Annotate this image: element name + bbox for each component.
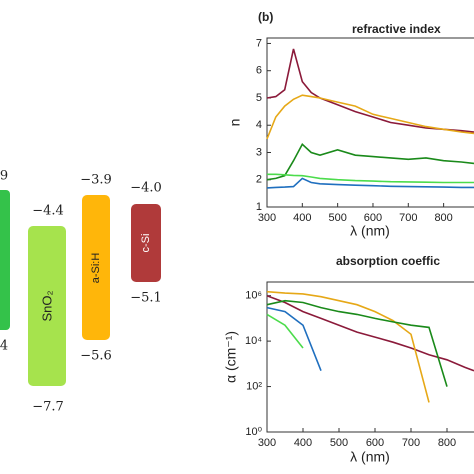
x-axis-label: λ (nm) [350,223,390,239]
band-bar [82,195,110,340]
plot-frame [266,281,474,433]
band-top: −4.4 [32,204,64,219]
y-axis-label: α (cm⁻¹) [223,331,239,383]
x-tick-label: 700 [402,437,420,449]
band-label: SnO₂ [39,290,54,321]
band-bar [0,190,10,330]
x-tick-label: 700 [399,212,417,224]
y-tick-label: 10⁴ [245,335,262,347]
y-tick-label: 10⁰ [245,426,262,438]
band-bottom: −5.6 [80,349,112,364]
band-bottom: −5.1 [130,291,162,306]
y-tick-label: 7 [256,37,262,49]
band-bar [131,204,161,282]
y-tick-label: 2 [256,174,262,186]
data-line [266,294,474,372]
panel-label: (b) [258,10,273,24]
band-bottom: −7.7 [32,400,64,415]
x-tick-label: 300 [258,437,276,449]
x-tick-label: 300 [258,212,276,224]
x-tick-label: 400 [294,437,312,449]
y-tick-label: 6 [256,65,262,77]
y-tick-label: 1 [256,201,262,213]
y-tick-label: 10⁶ [245,290,262,302]
y-tick-label: 3 [256,146,262,158]
x-tick-label: 600 [364,212,382,224]
data-line [266,290,430,403]
y-tick-label: 5 [256,92,262,104]
chart-title: refractive index [352,22,441,36]
data-line [266,313,304,349]
x-axis-label: λ (nm) [350,449,390,465]
plot-frame [266,37,474,208]
x-tick-label: 800 [438,437,456,449]
y-axis-label: n [227,119,243,127]
chart-title: absorption coeffic [336,254,440,268]
data-line [267,173,474,184]
data-line [266,143,474,181]
data-line [266,299,448,387]
band-bottom: 4 [0,339,8,354]
x-tick-label: 500 [330,437,348,449]
x-tick-label: 400 [293,212,311,224]
band-label: a-Si:H [90,253,102,284]
x-tick-label: 600 [366,437,384,449]
x-tick-label: 800 [434,212,452,224]
x-tick-label: 500 [328,212,346,224]
band-bar [28,226,66,386]
band-top: 9 [0,169,8,184]
data-line [266,94,474,140]
data-line [266,306,322,371]
y-tick-label: 4 [256,119,262,131]
band-top: −4.0 [130,181,162,196]
band-label: c-Si [140,234,152,253]
data-line [266,177,474,189]
band-top: −3.9 [80,173,112,188]
y-tick-label: 10² [246,380,262,392]
